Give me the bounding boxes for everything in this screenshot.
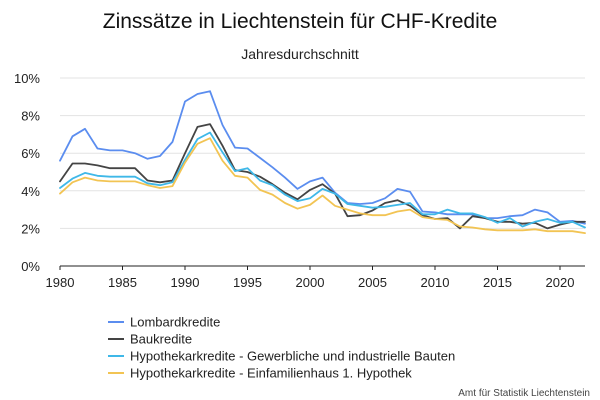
chart-title: Zinssätze in Liechtenstein für CHF-Kredi… bbox=[103, 10, 498, 33]
x-tick-label: 2005 bbox=[358, 275, 387, 290]
x-tick-label: 1990 bbox=[171, 275, 200, 290]
x-tick-label: 1985 bbox=[108, 275, 137, 290]
series-line-2 bbox=[59, 123, 586, 230]
series-line-4 bbox=[59, 137, 586, 235]
legend: Lombardkredite Baukredite Hypothekarkredit… bbox=[108, 315, 455, 381]
x-tick-label: 2010 bbox=[421, 275, 450, 290]
y-tick-label: 8% bbox=[21, 109, 40, 124]
x-tick-label: 1995 bbox=[233, 275, 262, 290]
y-tick-label: 4% bbox=[21, 184, 40, 199]
legend-label: Baukredite bbox=[130, 332, 192, 347]
x-tick-label: 2020 bbox=[546, 275, 575, 290]
x-tick-label: 2015 bbox=[483, 275, 512, 290]
y-tick-label: 10% bbox=[14, 71, 40, 86]
legend-label: Lombardkredite bbox=[130, 315, 220, 330]
x-tick-label: 1980 bbox=[46, 275, 75, 290]
x-tick-label: 2000 bbox=[296, 275, 325, 290]
chart-subtitle: Jahresdurchschnitt bbox=[241, 46, 359, 62]
source-note: Amt für Statistik Liechtenstein bbox=[458, 388, 590, 399]
x-axis-tick-labels: 1980 1985 1990 1995 2000 2005 2010 2015 2020 bbox=[46, 266, 575, 290]
y-tick-label: 0% bbox=[21, 259, 40, 274]
series-lines bbox=[59, 90, 586, 235]
legend-label: Hypothekarkredite - Gewerbliche und indu… bbox=[130, 349, 455, 364]
y-axis-tick-labels: 0% 2% 4% 6% 8% 10% bbox=[14, 71, 40, 274]
series-line-1 bbox=[59, 90, 586, 225]
series-line-3 bbox=[59, 131, 586, 229]
legend-label: Hypothekarkredite - Einfamilienhaus 1. H… bbox=[130, 366, 412, 381]
y-tick-label: 2% bbox=[21, 221, 40, 236]
y-tick-label: 6% bbox=[21, 146, 40, 161]
